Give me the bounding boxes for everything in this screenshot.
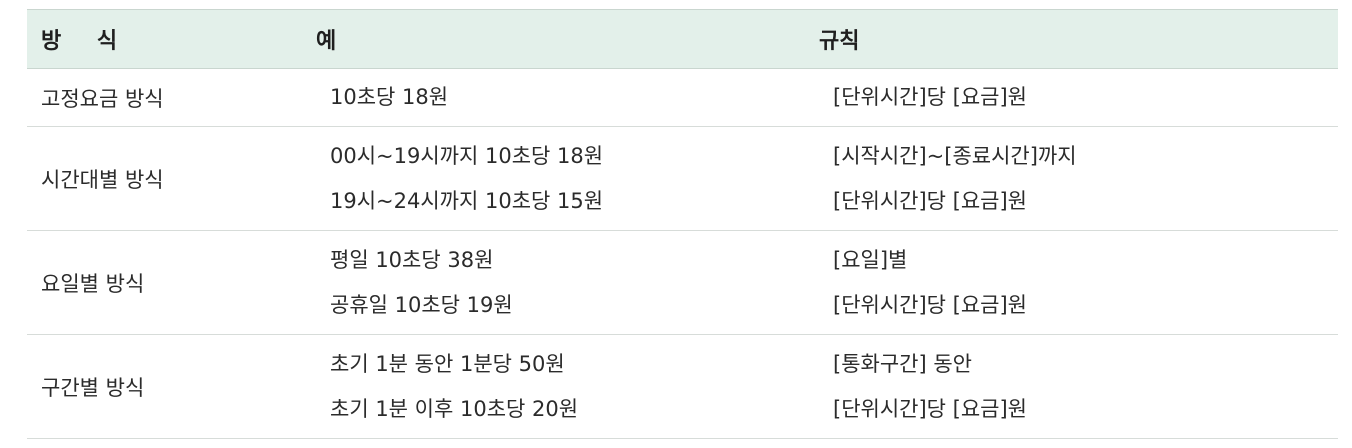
rule-cell: [시작시간]~[종료시간]까지 [단위시간]당 [요금]원 bbox=[833, 127, 1077, 230]
example-line: 10초당 18원 bbox=[330, 85, 449, 109]
rule-line: [시작시간]~[종료시간]까지 bbox=[833, 143, 1077, 168]
table-header: 방 식 예 규칙 bbox=[27, 9, 1338, 69]
rule-cell: [요일]별 [단위시간]당 [요금]원 bbox=[833, 231, 1027, 334]
example-line: 평일 10초당 38원 bbox=[330, 247, 494, 272]
example-line: 공휴일 10초당 19원 bbox=[330, 292, 513, 317]
rule-line: [단위시간]당 [요금]원 bbox=[833, 292, 1028, 317]
rule-cell: [단위시간]당 [요금]원 bbox=[833, 69, 1027, 126]
method-cell: 요일별 방식 bbox=[41, 271, 145, 296]
rule-cell: [통화구간] 동안 [단위시간]당 [요금]원 bbox=[833, 335, 1027, 438]
rule-line: [단위시간]당 [요금]원 bbox=[833, 188, 1028, 213]
example-cell: 10초당 18원 bbox=[330, 69, 448, 126]
example-line: 초기 1분 이후 10초당 20원 bbox=[330, 396, 579, 421]
method-cell: 시간대별 방식 bbox=[41, 167, 164, 192]
example-cell: 00시~19시까지 10초당 18원 19시~24시까지 10초당 15원 bbox=[330, 127, 603, 230]
header-rule: 규칙 bbox=[819, 29, 860, 54]
rule-line: [요일]별 bbox=[833, 247, 908, 272]
pricing-method-table: 방 식 예 규칙 고정요금 방식 10초당 18원 [단위시간]당 [요금]원 … bbox=[27, 9, 1338, 439]
table-row: 구간별 방식 초기 1분 동안 1분당 50원 초기 1분 이후 10초당 20… bbox=[27, 335, 1338, 439]
example-cell: 초기 1분 동안 1분당 50원 초기 1분 이후 10초당 20원 bbox=[330, 335, 578, 438]
example-cell: 평일 10초당 38원 공휴일 10초당 19원 bbox=[330, 231, 513, 334]
table-row: 요일별 방식 평일 10초당 38원 공휴일 10초당 19원 [요일]별 [단… bbox=[27, 231, 1338, 335]
header-example: 예 bbox=[316, 29, 337, 54]
table-row: 고정요금 방식 10초당 18원 [단위시간]당 [요금]원 bbox=[27, 69, 1338, 127]
rule-line: [통화구간] 동안 bbox=[833, 351, 972, 376]
example-line: 초기 1분 동안 1분당 50원 bbox=[330, 351, 565, 376]
example-line: 19시~24시까지 10초당 15원 bbox=[330, 188, 604, 213]
method-cell: 구간별 방식 bbox=[41, 375, 145, 400]
example-line: 00시~19시까지 10초당 18원 bbox=[330, 143, 604, 168]
header-method: 방 식 bbox=[41, 29, 132, 54]
table-row: 시간대별 방식 00시~19시까지 10초당 18원 19시~24시까지 10초… bbox=[27, 127, 1338, 231]
rule-line: [단위시간]당 [요금]원 bbox=[833, 396, 1028, 421]
method-cell: 고정요금 방식 bbox=[41, 86, 164, 111]
rule-line: [단위시간]당 [요금]원 bbox=[833, 85, 1028, 109]
